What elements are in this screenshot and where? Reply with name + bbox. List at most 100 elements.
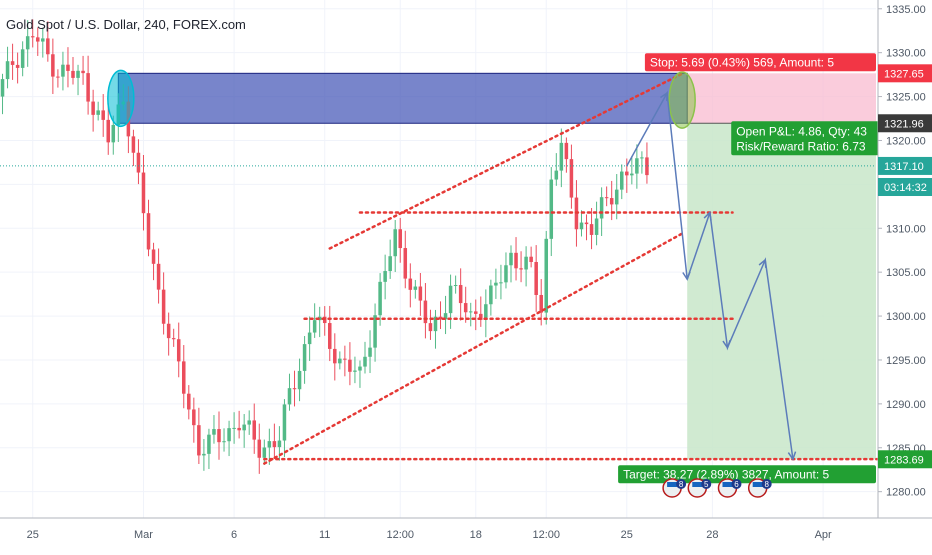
time-tick-label: 28 bbox=[706, 529, 718, 541]
candle-body bbox=[66, 64, 70, 71]
candle-body bbox=[388, 256, 392, 272]
candle-body bbox=[489, 285, 493, 305]
candle-body bbox=[212, 429, 216, 435]
candle-body bbox=[625, 171, 629, 176]
time-tick-label: Mar bbox=[134, 529, 153, 541]
candle-body bbox=[373, 315, 377, 348]
event-count-badge bbox=[761, 479, 772, 489]
candle-body bbox=[645, 157, 649, 176]
candle-body bbox=[151, 249, 156, 264]
forecast-arrowhead bbox=[682, 271, 691, 281]
candle-body bbox=[192, 409, 196, 426]
price-tick-label: 1295.00 bbox=[886, 355, 926, 367]
stop-area bbox=[687, 73, 876, 124]
candle-body bbox=[368, 347, 372, 357]
price-axis-label: 03:14:32 bbox=[884, 182, 927, 194]
us-flag-stripe-icon bbox=[667, 482, 678, 487]
candle-body bbox=[333, 348, 337, 364]
price-axis-label: 1321.96 bbox=[884, 118, 924, 130]
candle-body bbox=[207, 434, 211, 454]
price-tick-label: 1320.00 bbox=[886, 135, 926, 147]
candle-body bbox=[539, 294, 543, 313]
candle-body bbox=[106, 119, 111, 143]
candle-body bbox=[599, 197, 604, 219]
pnl-label-bg bbox=[731, 121, 896, 156]
price-tick-label: 1290.00 bbox=[886, 399, 926, 411]
candle-body bbox=[514, 252, 518, 269]
price-tick-label: 1300.00 bbox=[886, 311, 926, 323]
candle-body bbox=[237, 427, 241, 431]
candle-body bbox=[20, 49, 25, 68]
event-count-badge bbox=[731, 479, 742, 489]
time-tick-label: 6 bbox=[231, 529, 237, 541]
candle-body bbox=[463, 303, 468, 313]
pnl-label-1: Open P&L: 4.86, Qty: 43 bbox=[736, 124, 867, 138]
candle-body bbox=[338, 358, 342, 364]
price-tick-label: 1305.00 bbox=[886, 267, 926, 279]
candle-body bbox=[378, 281, 382, 316]
candle-body bbox=[428, 323, 433, 332]
candle-body bbox=[509, 252, 513, 266]
price-axis-label-bg bbox=[878, 156, 932, 175]
candle-body bbox=[609, 198, 614, 205]
candle-body bbox=[267, 441, 272, 448]
event-count: 5 bbox=[704, 480, 709, 489]
time-tick-label: 11 bbox=[319, 529, 330, 541]
price-axis-label: 1283.69 bbox=[884, 454, 924, 466]
candle-body bbox=[383, 271, 387, 282]
candle-body bbox=[297, 370, 302, 390]
candle-body bbox=[640, 157, 644, 159]
event-count: 8 bbox=[679, 480, 684, 489]
target-label: Target: 38.27 (2.89%) 3827, Amount: 5 bbox=[623, 467, 829, 481]
candle-body bbox=[161, 289, 166, 324]
candle-body bbox=[302, 344, 307, 371]
candle-body bbox=[46, 38, 50, 55]
candle-body bbox=[242, 424, 246, 431]
candle-body bbox=[358, 366, 362, 371]
candle-body bbox=[35, 37, 40, 42]
candle-body bbox=[453, 285, 458, 287]
candle-body bbox=[277, 440, 282, 448]
time-tick-label: Apr bbox=[815, 529, 832, 541]
candle-body bbox=[594, 218, 599, 235]
stop-label: Stop: 5.69 (0.43%) 569, Amount: 5 bbox=[650, 55, 834, 69]
highlight-ellipse bbox=[107, 69, 135, 128]
candle-body bbox=[504, 265, 508, 283]
price-axis-label-bg bbox=[878, 64, 932, 83]
candle-body bbox=[468, 311, 473, 313]
candle-body bbox=[96, 110, 100, 115]
candle-body bbox=[272, 441, 277, 448]
candle-body bbox=[247, 420, 251, 425]
forecast-arrowhead bbox=[722, 339, 731, 350]
candle-body bbox=[408, 278, 413, 290]
candle-body bbox=[438, 316, 443, 320]
candle-body bbox=[51, 54, 55, 77]
highlight-ellipse bbox=[668, 71, 696, 129]
candle-body bbox=[630, 173, 634, 176]
candle-body bbox=[181, 361, 186, 394]
chart-title: Gold Spot / U.S. Dollar, 240, FOREX.com bbox=[6, 17, 246, 32]
pnl-label-2: Risk/Reward Ratio: 6.73 bbox=[736, 139, 866, 153]
candle-body bbox=[564, 142, 569, 160]
target-area bbox=[687, 123, 876, 460]
candle-body bbox=[494, 282, 498, 286]
price-tick-label: 1280.00 bbox=[886, 487, 926, 499]
candle-body bbox=[614, 189, 619, 205]
candle-body bbox=[0, 79, 5, 97]
event-count: 8 bbox=[764, 480, 769, 489]
candle-body bbox=[589, 224, 594, 235]
candle-body bbox=[534, 262, 538, 295]
candle-body bbox=[292, 388, 297, 390]
candle-body bbox=[524, 256, 528, 270]
candle-body bbox=[554, 170, 559, 180]
price-tick-label: 1330.00 bbox=[886, 48, 926, 60]
us-flag-stripe-icon bbox=[722, 482, 733, 487]
time-tick-label: 12:00 bbox=[532, 529, 560, 541]
candle-body bbox=[307, 332, 312, 345]
candle-body bbox=[257, 439, 262, 458]
candle-body bbox=[156, 263, 161, 290]
candle-body bbox=[418, 286, 423, 301]
